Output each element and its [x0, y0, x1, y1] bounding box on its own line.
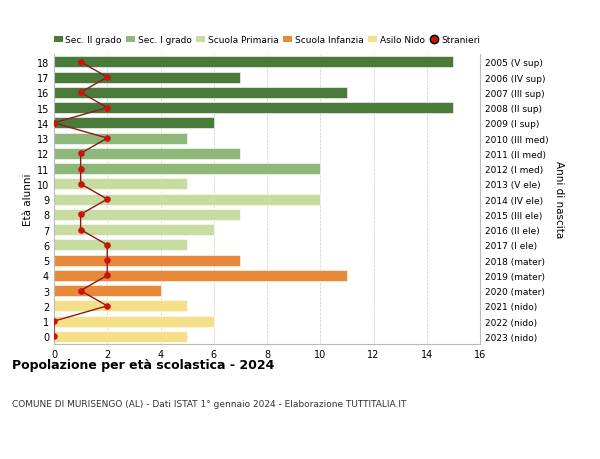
- Point: [49, 333, 59, 340]
- Point: [76, 287, 85, 295]
- Bar: [54, 73, 241, 84]
- Point: [76, 166, 85, 173]
- Bar: [54, 103, 454, 114]
- Bar: [54, 57, 454, 68]
- Bar: [54, 255, 241, 266]
- Bar: [54, 88, 347, 99]
- Bar: [54, 301, 187, 312]
- Bar: [54, 164, 320, 175]
- Bar: [54, 285, 161, 297]
- Bar: [54, 194, 320, 205]
- Point: [76, 211, 85, 218]
- Point: [76, 59, 85, 67]
- Y-axis label: Anni di nascita: Anni di nascita: [554, 161, 564, 238]
- Bar: [54, 133, 187, 144]
- Bar: [54, 316, 214, 327]
- Y-axis label: Età alunni: Età alunni: [23, 174, 32, 226]
- Legend: Sec. II grado, Sec. I grado, Scuola Primaria, Scuola Infanzia, Asilo Nido, Stran: Sec. II grado, Sec. I grado, Scuola Prim…: [53, 36, 481, 45]
- Text: Popolazione per età scolastica - 2024: Popolazione per età scolastica - 2024: [12, 358, 274, 371]
- Point: [76, 181, 85, 188]
- Point: [103, 241, 112, 249]
- Point: [103, 105, 112, 112]
- Point: [103, 257, 112, 264]
- Point: [49, 318, 59, 325]
- Bar: [54, 224, 214, 235]
- Bar: [54, 331, 187, 342]
- Bar: [54, 179, 187, 190]
- Bar: [54, 118, 214, 129]
- Text: COMUNE DI MURISENGO (AL) - Dati ISTAT 1° gennaio 2024 - Elaborazione TUTTITALIA.: COMUNE DI MURISENGO (AL) - Dati ISTAT 1°…: [12, 399, 406, 409]
- Point: [76, 90, 85, 97]
- Bar: [54, 149, 241, 159]
- Point: [103, 272, 112, 280]
- Point: [103, 74, 112, 82]
- Point: [103, 135, 112, 142]
- Bar: [54, 209, 241, 220]
- Point: [76, 226, 85, 234]
- Point: [103, 302, 112, 310]
- Bar: [54, 270, 347, 281]
- Point: [103, 196, 112, 203]
- Point: [76, 151, 85, 158]
- Bar: [54, 240, 187, 251]
- Point: [49, 120, 59, 127]
